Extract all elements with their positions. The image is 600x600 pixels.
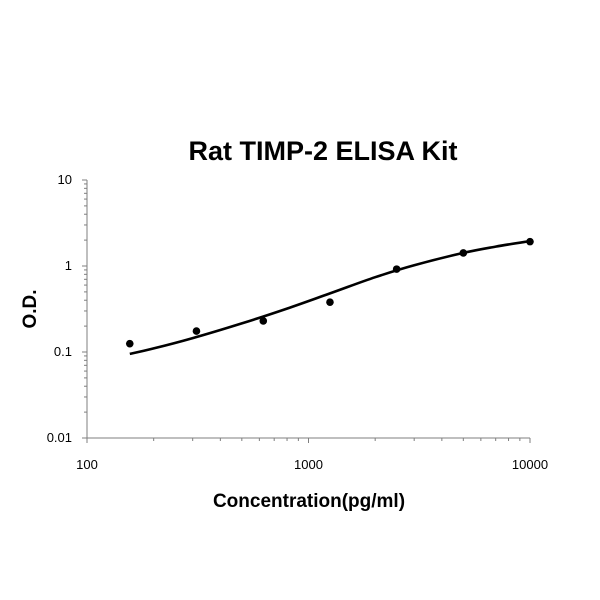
data-point bbox=[526, 237, 534, 246]
x-axis-title: Concentration(pg/ml) bbox=[213, 491, 405, 512]
data-point bbox=[125, 339, 134, 348]
y-tick-label: 0.1 bbox=[54, 344, 72, 359]
x-axis-ticks: 100 1000 10000 bbox=[76, 438, 548, 472]
fit-curve-line bbox=[129, 239, 531, 356]
data-point bbox=[326, 298, 334, 306]
x-tick-label: 100 bbox=[76, 457, 98, 472]
y-axis-ticks: 0.01 0.1 1 10 bbox=[47, 172, 87, 445]
chart-title: Rat TIMP-2 ELISA Kit bbox=[188, 136, 457, 166]
x-tick-label: 1000 bbox=[294, 457, 323, 472]
data-points bbox=[125, 237, 534, 348]
data-point bbox=[459, 249, 468, 257]
y-tick-label: 10 bbox=[58, 172, 72, 187]
data-point bbox=[192, 327, 201, 335]
data-point bbox=[392, 265, 401, 273]
y-axis-title: O.D. bbox=[20, 289, 41, 328]
x-tick-label: 10000 bbox=[512, 457, 548, 472]
y-tick-label: 0.01 bbox=[47, 430, 72, 445]
y-tick-label: 1 bbox=[65, 258, 72, 273]
data-point bbox=[259, 317, 268, 325]
